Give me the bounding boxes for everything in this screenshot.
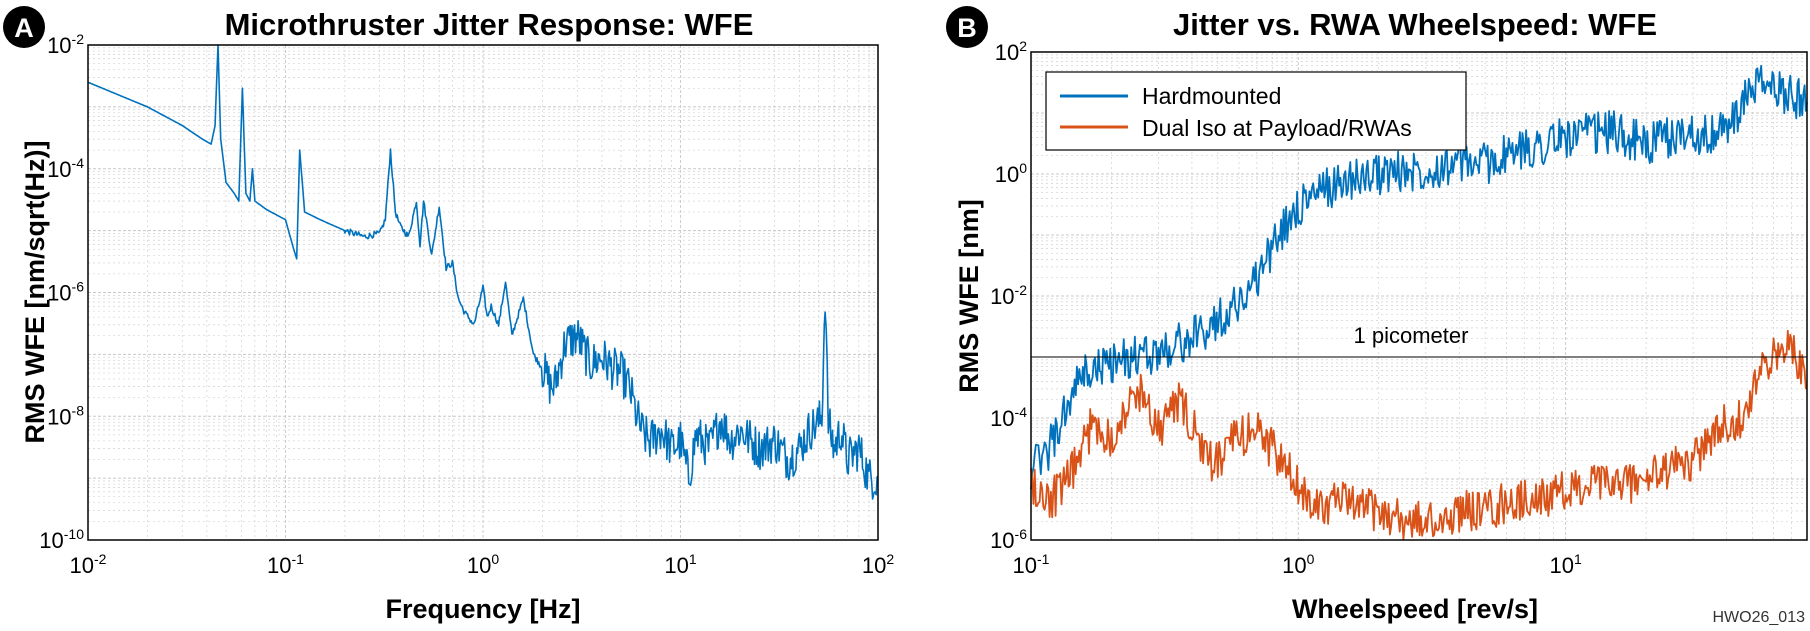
chart-b-y-axis-label: RMS WFE [nm] (954, 199, 984, 392)
chart-b-x-axis-label: Wheelspeed [rev/s] (1292, 594, 1538, 624)
chart-b-series-hardmounted (1030, 64, 1808, 490)
chart-a-title: Microthruster Jitter Response: WFE (225, 7, 754, 42)
chart-b-title: Jitter vs. RWA Wheelspeed: WFE (1173, 7, 1657, 42)
chart-a-x-tick-label: 102 (862, 551, 894, 578)
panel-b-badge-letter: B (957, 13, 977, 43)
panel-b-badge (946, 6, 988, 48)
panel-a: A Microthruster Jitter Response: WFE 10-… (3, 6, 894, 624)
chart-a-series-microthruster-response (87, 44, 879, 500)
chart-a-x-axis-label: Frequency [Hz] (385, 594, 580, 624)
legend-label-dual-iso: Dual Iso at Payload/RWAs (1142, 115, 1412, 141)
chart-b-series (1030, 64, 1808, 541)
chart-b-tick-labels: 10-1 100 101 10-6 10-4 10-2 100 102 (990, 38, 1582, 578)
chart-b-series-dual-iso-at-payload-rwas (1030, 329, 1808, 541)
panel-b: B Jitter vs. RWA Wheelspeed: WFE 1 picom… (946, 6, 1808, 626)
chart-a-series (87, 44, 879, 500)
chart-b-x-tick-label: 100 (1282, 551, 1314, 578)
chart-b-reference: 1 picometer (1031, 323, 1807, 358)
chart-b-x-tick-label: 10-1 (1013, 551, 1050, 578)
chart-a-y-tick-label: 10-8 (47, 402, 84, 429)
chart-a-y-tick-label: 10-6 (47, 279, 84, 306)
chart-a-y-axis-label: RMS WFE [nm/sqrt(Hz)] (20, 141, 50, 444)
chart-a-x-tick-label: 10-1 (267, 551, 304, 578)
figure-code: HWO26_013 (1713, 609, 1806, 626)
chart-a-plot-frame (87, 44, 879, 541)
chart-b-y-tick-label: 10-6 (990, 526, 1027, 553)
chart-a-tick-labels: 10-2 10-1 100 101 102 10-10 10-8 10-6 10-4 10-2 (39, 31, 894, 578)
chart-b-x-tick-label: 101 (1549, 551, 1581, 578)
chart-a-x-tick-label: 101 (664, 551, 696, 578)
chart-a-y-tick-label: 10-4 (47, 155, 84, 182)
picometer-reference-label: 1 picometer (1354, 323, 1469, 348)
legend-box (1045, 71, 1467, 151)
chart-b-legend: Hardmounted Dual Iso at Payload/RWAs (1045, 71, 1467, 151)
chart-a-y-tick-label: 10-10 (39, 526, 84, 553)
chart-b-y-tick-label: 102 (995, 38, 1027, 65)
chart-b-plot-frame (1030, 51, 1808, 541)
chart-b-y-tick-label: 10-4 (990, 404, 1027, 431)
chart-b-y-tick-label: 100 (995, 160, 1027, 187)
panel-a-badge-letter: A (14, 13, 34, 43)
chart-a-x-tick-label: 10-2 (70, 551, 107, 578)
chart-b-y-tick-label: 10-2 (990, 282, 1027, 309)
legend-label-hardmounted: Hardmounted (1142, 83, 1281, 109)
chart-a-x-tick-label: 100 (467, 551, 499, 578)
panel-a-badge (3, 6, 45, 48)
chart-a-y-tick-label: 10-2 (47, 31, 84, 58)
